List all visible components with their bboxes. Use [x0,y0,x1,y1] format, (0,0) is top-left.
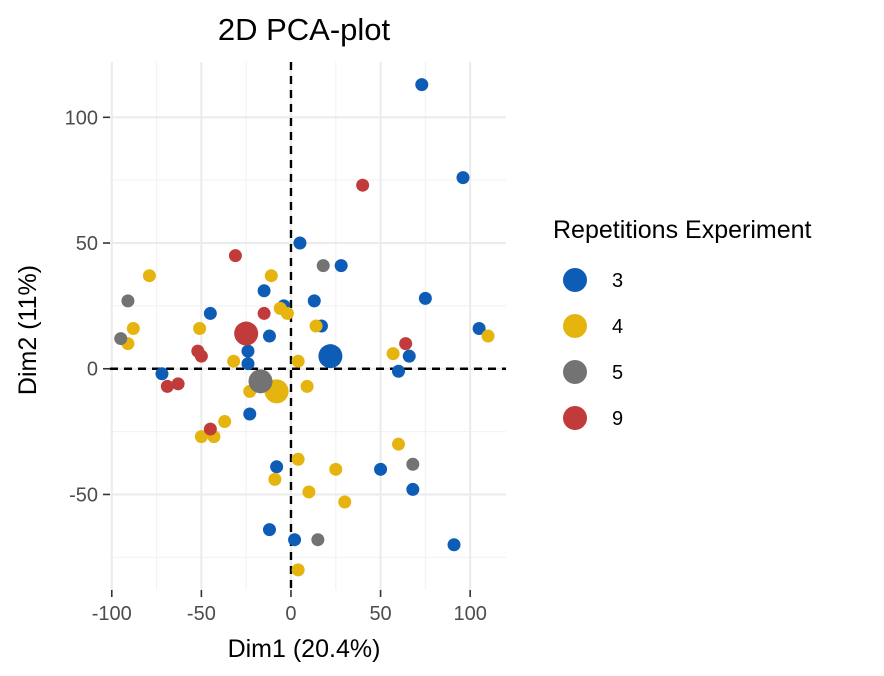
data-point-series-3 [288,533,302,547]
x-tick-label: 100 [453,603,486,625]
data-point-series-5 [121,294,135,308]
data-point-series-4 [264,269,278,283]
data-point-series-4 [227,354,241,368]
data-point-series-3 [155,367,169,381]
y-axis: -50 0 50 100 [65,107,110,506]
data-point-series-4 [481,329,495,343]
y-tick-label: 100 [65,107,98,129]
data-point-series-4 [300,379,314,393]
data-points [114,78,495,577]
legend-swatch-3 [563,268,587,292]
data-point-series-9 [160,379,174,393]
legend-entries: 3 4 5 9 [563,268,623,430]
data-point-series-5 [406,457,420,471]
x-axis-title: Dim1 (20.4%) [228,635,381,663]
data-point-series-5 [114,332,128,346]
centroid-series-5 [248,369,273,394]
x-axis: -100 -50 0 50 100 [92,590,487,625]
data-point-series-3 [270,460,284,474]
data-point-series-4 [291,452,305,466]
y-axis-title: Dim2 (11%) [14,265,42,395]
x-tick-label: 50 [369,603,391,625]
data-point-series-3 [415,78,429,92]
data-point-series-3 [456,171,470,185]
data-point-series-3 [447,538,461,552]
reference-lines [110,62,506,590]
data-point-series-9 [228,249,242,263]
data-point-series-9 [399,337,413,351]
y-tick-label: 0 [87,359,98,381]
data-point-series-3 [241,344,255,358]
data-point-series-4 [291,563,305,577]
data-point-series-9 [356,178,370,192]
data-point-series-4 [329,462,343,476]
centroid-points [234,321,343,404]
data-point-series-5 [316,259,330,273]
y-tick-label: -50 [69,484,98,506]
data-point-series-3 [293,236,307,250]
legend-swatch-5 [563,360,587,384]
y-tick-label: 50 [76,233,98,255]
data-point-series-4 [386,347,400,361]
data-point-series-3 [257,284,271,298]
data-point-series-4 [194,430,208,444]
data-point-series-3 [203,306,217,320]
data-point-series-3 [374,462,388,476]
data-point-series-4 [268,472,282,486]
x-tick-label: -100 [92,603,132,625]
data-point-series-4 [291,354,305,368]
legend-title: Repetitions Experiment [553,216,812,244]
data-point-series-4 [280,306,294,320]
data-point-series-5 [311,533,325,547]
data-point-series-3 [262,329,276,343]
data-point-series-3 [307,294,321,308]
data-point-series-3 [262,523,276,537]
data-point-series-9 [194,349,208,363]
data-point-series-3 [402,349,416,363]
x-tick-label: -50 [187,603,216,625]
data-point-series-3 [418,291,432,305]
data-point-series-4 [193,322,207,336]
legend-swatch-4 [563,314,587,338]
data-point-series-4 [338,495,352,509]
data-point-series-3 [391,364,405,378]
grid [110,62,506,590]
data-point-series-3 [406,482,420,496]
data-point-series-4 [302,485,316,499]
x-tick-label: 0 [285,603,296,625]
legend-label-9: 9 [612,408,623,430]
data-point-series-3 [334,259,348,273]
plot-panel [110,62,506,590]
data-point-series-4 [309,319,323,333]
data-point-series-3 [243,407,257,421]
data-point-series-9 [203,422,217,436]
data-point-series-9 [257,306,271,320]
data-point-series-4 [126,322,140,336]
data-point-series-4 [391,437,405,451]
centroid-series-3 [318,344,343,369]
legend-label-5: 5 [612,362,623,384]
chart-title: 2D PCA-plot [218,12,391,47]
legend: Repetitions Experiment 3 4 5 9 [553,216,812,430]
data-point-series-3 [241,357,255,371]
legend-swatch-9 [563,406,587,430]
data-point-series-4 [218,415,232,429]
legend-label-3: 3 [612,270,623,292]
centroid-series-9 [234,321,259,346]
data-point-series-9 [171,377,185,391]
data-point-series-4 [142,269,156,283]
legend-label-4: 4 [612,316,623,338]
data-point-series-3 [472,322,486,336]
